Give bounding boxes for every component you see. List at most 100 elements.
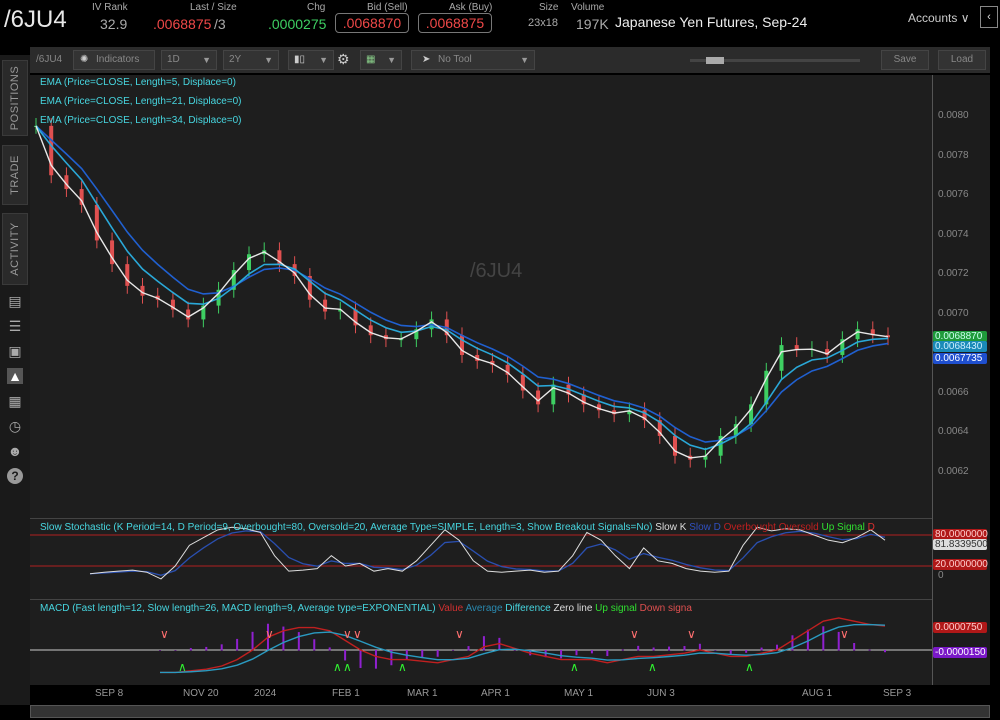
macd-histogram-bar bbox=[837, 631, 840, 651]
x-label: SEP 3 bbox=[883, 688, 912, 699]
y-tick: 0.0078 bbox=[938, 150, 969, 161]
macd-value-line bbox=[160, 617, 886, 674]
candle-body bbox=[247, 254, 251, 271]
watermark: /6JU4 bbox=[470, 260, 523, 282]
series-label: Average bbox=[465, 603, 503, 614]
candle-body bbox=[186, 309, 191, 320]
candle-body bbox=[79, 189, 84, 205]
macd-legend[interactable]: MACD (Fast length=12, Slow length=26, MA… bbox=[40, 603, 692, 614]
macd-histogram-bar bbox=[205, 646, 208, 651]
clipboard-icon[interactable]: ▣ bbox=[8, 343, 22, 359]
bid-button[interactable]: .0068870 bbox=[335, 13, 409, 33]
up-signal-icon: ∧ bbox=[343, 660, 352, 674]
candle-body bbox=[323, 299, 328, 312]
series-label: Overbought bbox=[723, 522, 776, 533]
chart-toolbar: /6JU4 ✺ Indicators 1D ▼ 2Y ▼ ▮▯ ▼ ⚙ ▦ ▼ ➤ No T… bbox=[30, 47, 990, 73]
study-legend-ema21[interactable]: EMA (Price=CLOSE, Length=21, Displace=0) bbox=[40, 96, 242, 107]
gear-icon[interactable]: ⚙ bbox=[337, 51, 350, 67]
price-axis[interactable]: 0.0080 0.0078 0.0076 0.0074 0.0072 0.007… bbox=[932, 75, 990, 685]
gauge-icon[interactable]: ◷ bbox=[8, 418, 22, 434]
tab-label: POSITIONS bbox=[9, 65, 21, 131]
x-label: MAY 1 bbox=[564, 688, 594, 699]
symbol[interactable]: /6JU4 bbox=[4, 6, 67, 33]
candle-body bbox=[612, 410, 617, 415]
x-label: NOV 20 bbox=[183, 688, 219, 699]
timeframe-value: 2Y bbox=[229, 54, 242, 65]
up-signal-icon: ∧ bbox=[333, 660, 342, 674]
tab-label: TRADE bbox=[9, 155, 21, 195]
iv-rank: 32.9 bbox=[100, 16, 128, 32]
help-icon[interactable]: ? bbox=[7, 468, 23, 484]
save-button[interactable]: Save bbox=[881, 50, 929, 70]
chart-canvas[interactable]: ∨ ∨ ∨ ∨ ∨ ∨ ∨ ∨∧ ∧ ∧ ∧ ∧ ∧ ∧ bbox=[30, 75, 932, 685]
candle-body bbox=[94, 204, 99, 241]
indicators-button[interactable]: ✺ Indicators bbox=[73, 50, 155, 70]
accounts-button[interactable]: Accounts ∨ bbox=[908, 11, 970, 25]
y-tick: 0.0074 bbox=[938, 229, 969, 240]
series-label: Up signal bbox=[595, 603, 637, 614]
candle-body bbox=[520, 374, 525, 391]
x-label: AUG 1 bbox=[802, 688, 833, 699]
tab-trade[interactable]: TRADE bbox=[2, 145, 28, 205]
down-signal-icon: ∨ bbox=[840, 627, 849, 641]
candle-body bbox=[49, 125, 54, 176]
left-sidebar: POSITIONS TRADE ACTIVITY ▤ ☰ ▣ ▲ ▦ ◷ ☻ ? bbox=[0, 55, 30, 705]
zoom-slider-handle[interactable] bbox=[706, 57, 724, 64]
size-label: Size bbox=[539, 2, 559, 13]
macd-histogram-bar bbox=[421, 650, 424, 658]
drawing-tool-select[interactable]: ➤ No Tool ▼ bbox=[411, 50, 535, 70]
ask-button[interactable]: .0068875 bbox=[418, 13, 492, 33]
people-icon[interactable]: ☻ bbox=[7, 443, 23, 459]
load-button[interactable]: Load bbox=[938, 50, 986, 70]
x-label: APR 1 bbox=[481, 688, 510, 699]
candle-body bbox=[231, 270, 236, 290]
candle-body bbox=[368, 325, 373, 336]
collapse-button[interactable]: ‹ bbox=[980, 6, 998, 28]
series-label: Oversold bbox=[778, 522, 819, 533]
chart-style-select[interactable]: ▮▯ ▼ bbox=[288, 50, 334, 70]
candle-body bbox=[840, 339, 845, 355]
ema34-line bbox=[35, 125, 889, 443]
candle-body bbox=[505, 364, 510, 375]
quote-header: /6JU4 IV Rank 32.9 Last / Size .0068875 … bbox=[0, 0, 1000, 42]
candles-icon: ▮▯ bbox=[294, 54, 306, 65]
macd-histogram-bar bbox=[344, 650, 347, 661]
aggregation-select[interactable]: 1D ▼ bbox=[161, 50, 217, 70]
y-tick: 0.0080 bbox=[938, 110, 969, 121]
tab-activity[interactable]: ACTIVITY bbox=[2, 213, 28, 285]
x-label: 2024 bbox=[254, 688, 277, 699]
study-legend-ema34[interactable]: EMA (Price=CLOSE, Length=34, Displace=0) bbox=[40, 115, 242, 126]
bid-label: Bid (Sell) bbox=[367, 2, 408, 13]
candle-body bbox=[460, 335, 464, 355]
chart-area[interactable]: ∨ ∨ ∨ ∨ ∨ ∨ ∨ ∨ ∧ ∧ ∧ ∧ ∧ ∧ ∧ /6JU4 EMA (Price=CLOSE, … bbox=[30, 75, 990, 685]
tab-positions[interactable]: POSITIONS bbox=[2, 60, 28, 136]
pane-divider[interactable] bbox=[30, 518, 932, 519]
candle-body bbox=[414, 329, 419, 340]
macd-histogram-bar bbox=[452, 649, 455, 651]
up-signal-icon: ∧ bbox=[648, 660, 657, 674]
ema5-line bbox=[35, 125, 889, 459]
timeframe-select[interactable]: 2Y ▼ bbox=[223, 50, 279, 70]
macd-histogram-bar bbox=[884, 650, 886, 653]
up-signal-icon: ∧ bbox=[398, 660, 407, 674]
candle-body bbox=[749, 404, 754, 425]
change: .0000275 bbox=[268, 16, 327, 32]
candle-body bbox=[551, 384, 556, 405]
dropdown-icon: ▼ bbox=[520, 55, 529, 65]
stochastic-legend[interactable]: Slow Stochastic (K Period=14, D Period=9… bbox=[40, 522, 875, 533]
zoom-slider[interactable] bbox=[690, 57, 860, 64]
chevron-down-icon: ∨ bbox=[960, 11, 970, 25]
study-legend-ema5[interactable]: EMA (Price=CLOSE, Length=5, Displace=0) bbox=[40, 77, 236, 88]
grid-icon[interactable]: ▦ bbox=[8, 393, 22, 409]
chart-icon[interactable]: ▲ bbox=[7, 368, 23, 384]
calendar-icon[interactable]: ▤ bbox=[8, 293, 22, 309]
list-icon[interactable]: ☰ bbox=[8, 318, 22, 334]
cursor-icon: ➤ bbox=[422, 54, 431, 65]
down-signal-icon: ∨ bbox=[455, 627, 464, 641]
pane-divider[interactable] bbox=[30, 599, 932, 600]
horizontal-scrollbar[interactable] bbox=[30, 705, 990, 718]
drawing-sets-select[interactable]: ▦ ▼ bbox=[360, 50, 402, 70]
candle-body bbox=[201, 305, 206, 320]
slow-d-line bbox=[89, 530, 886, 576]
macd-histogram-bar bbox=[590, 650, 593, 654]
